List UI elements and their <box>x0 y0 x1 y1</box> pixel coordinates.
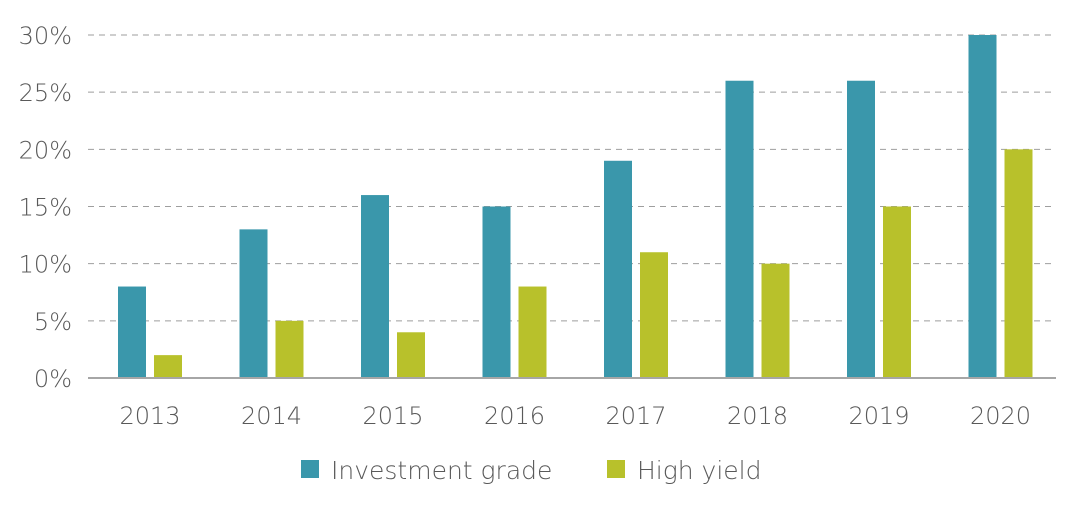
bar-investment-grade-2015 <box>361 195 389 378</box>
bar-investment-grade-2016 <box>482 206 511 378</box>
y-tick-label: 5% <box>34 308 72 336</box>
legend-label: High yield <box>637 456 761 485</box>
y-tick-label: 15% <box>19 194 72 222</box>
x-tick-label: 2020 <box>970 402 1031 430</box>
bar-investment-grade-2013 <box>118 286 146 378</box>
y-tick-label: 0% <box>34 365 72 393</box>
y-tick-label: 30% <box>19 22 72 50</box>
bar-high-yield-2018 <box>761 263 790 378</box>
bars <box>118 35 1033 378</box>
legend-label: Investment grade <box>331 456 552 485</box>
bar-investment-grade-2019 <box>847 80 875 378</box>
legend: Investment grade High yield <box>301 456 761 485</box>
x-tick-label: 2014 <box>241 402 302 430</box>
bar-high-yield-2013 <box>154 355 182 378</box>
x-tick-label: 2019 <box>848 402 909 430</box>
y-tick-label: 25% <box>19 79 72 107</box>
y-tick-label: 20% <box>19 136 72 164</box>
bar-investment-grade-2020 <box>968 35 997 378</box>
y-axis-ticks: 0% 5% 10% 15% 20% 25% 30% <box>19 22 72 393</box>
bar-investment-grade-2018 <box>725 80 754 378</box>
x-tick-label: 2018 <box>727 402 788 430</box>
x-tick-label: 2016 <box>484 402 545 430</box>
bar-high-yield-2019 <box>883 206 911 378</box>
bar-high-yield-2015 <box>397 332 425 378</box>
y-tick-label: 10% <box>19 251 72 279</box>
x-axis-ticks: 2013 2014 2015 2016 2017 2018 2019 2020 <box>119 402 1031 430</box>
legend-swatch <box>607 460 625 478</box>
bar-investment-grade-2014 <box>239 229 268 378</box>
bar-high-yield-2016 <box>518 286 547 378</box>
legend-swatch <box>301 460 319 478</box>
bar-high-yield-2017 <box>640 252 668 378</box>
x-tick-label: 2013 <box>119 402 180 430</box>
x-tick-label: 2015 <box>362 402 423 430</box>
bar-investment-grade-2017 <box>604 160 632 378</box>
bar-high-yield-2014 <box>275 320 304 378</box>
x-tick-label: 2017 <box>605 402 666 430</box>
bar-high-yield-2020 <box>1004 149 1033 378</box>
